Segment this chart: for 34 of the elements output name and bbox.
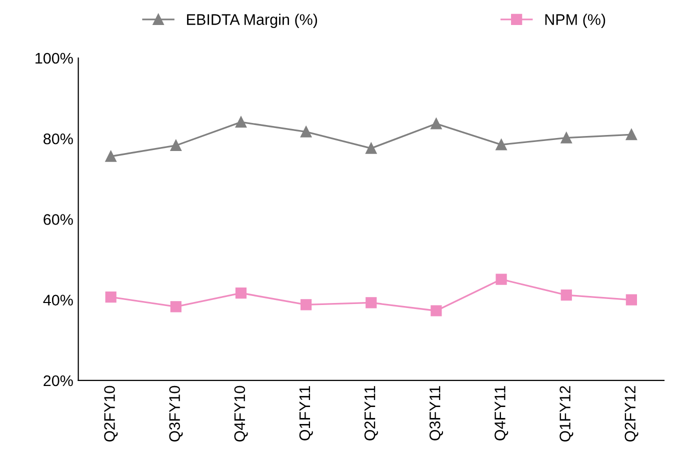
x-tick-label: Q4FY11 xyxy=(494,386,508,440)
point xyxy=(300,126,312,138)
point xyxy=(560,132,572,144)
y-tick-label: 40% xyxy=(43,294,73,306)
point xyxy=(496,274,507,285)
point xyxy=(430,305,442,316)
point xyxy=(626,294,637,306)
point xyxy=(105,291,116,303)
x-tick-label: Q2FY12 xyxy=(624,386,638,442)
y-tick-label: 60% xyxy=(44,214,73,225)
y-tick-label: 100% xyxy=(36,52,73,64)
point xyxy=(366,142,377,154)
point xyxy=(560,289,572,301)
point xyxy=(105,150,116,162)
x-tick-label: Q3FY10 xyxy=(169,386,183,442)
point xyxy=(170,140,182,152)
point xyxy=(626,129,637,140)
x-tick-label: Q3FY11 xyxy=(430,386,444,440)
legend-label: NPM (%) xyxy=(545,14,606,28)
x-tick-label: Q2FY10 xyxy=(104,386,118,442)
point xyxy=(235,116,247,128)
point xyxy=(366,297,377,308)
y-tick-label: 80% xyxy=(44,133,73,144)
x-tick-label: Q1FY11 xyxy=(299,386,313,440)
y-tick-label: 20% xyxy=(44,375,73,386)
point xyxy=(430,118,442,130)
point xyxy=(235,287,247,299)
x-tick-label: Q4FY10 xyxy=(234,386,248,442)
x-tick-label: Q2FY11 xyxy=(364,386,378,440)
point xyxy=(170,301,182,312)
legend-label: EBIDTA Margin (%) xyxy=(187,14,318,28)
point xyxy=(496,139,507,150)
x-tick-label: Q1FY12 xyxy=(560,386,574,442)
point xyxy=(300,299,312,310)
